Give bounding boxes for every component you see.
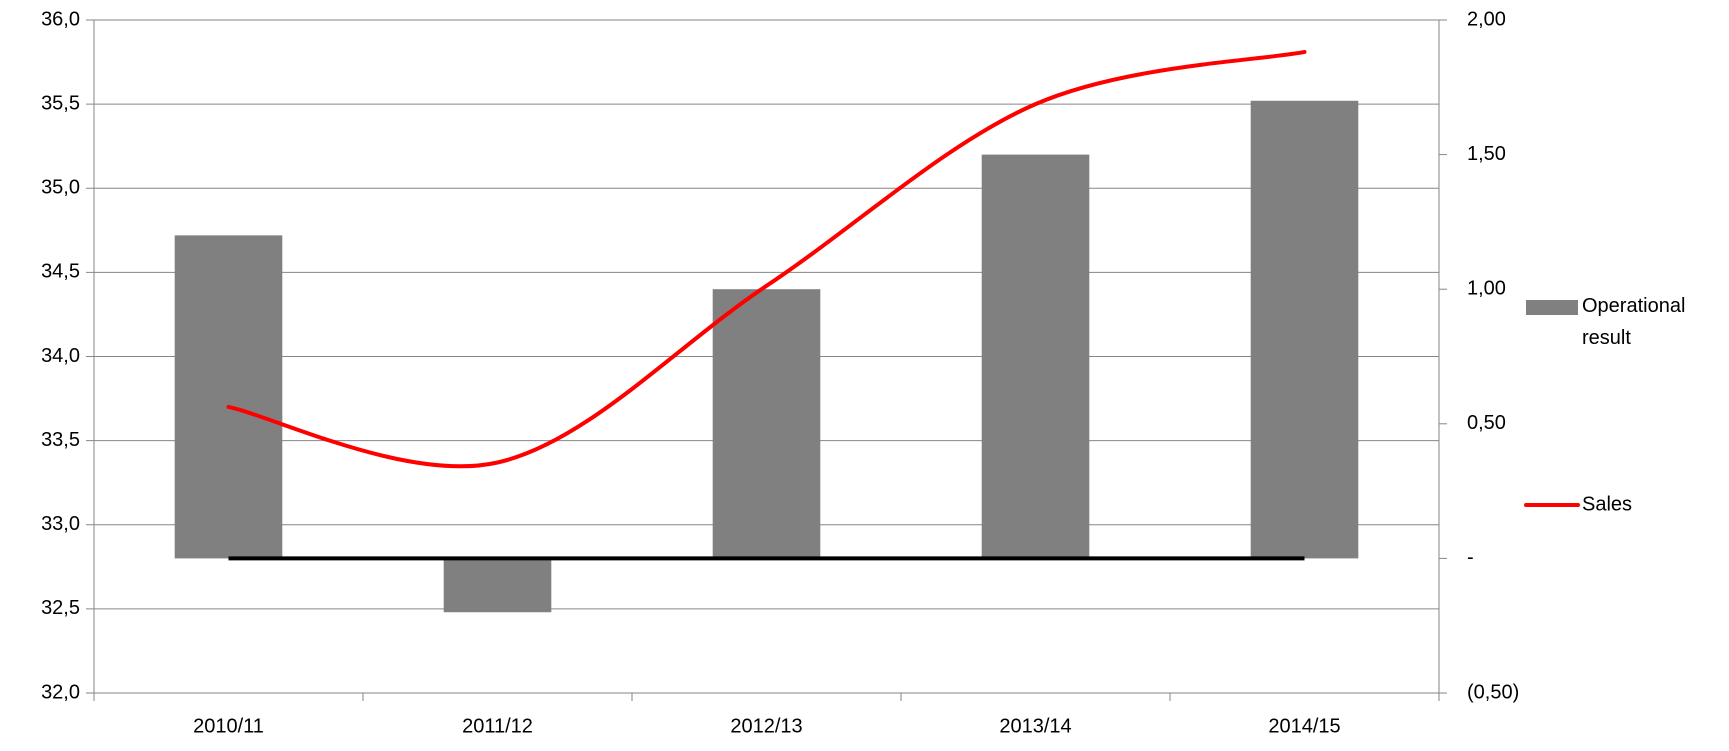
- y2-tick-label: 1,50: [1467, 143, 1506, 165]
- x-tick-label: 2013/14: [999, 715, 1071, 737]
- legend-label: Operational result: [1582, 295, 1686, 349]
- y2-tick-label: 0,50: [1467, 412, 1506, 434]
- y2-tick-label: 2,00: [1467, 8, 1506, 30]
- bar: [712, 289, 821, 559]
- line: [226, 49, 1307, 469]
- x-tick-label: 2014/15: [1268, 715, 1340, 737]
- legend-label: Sales: [1582, 493, 1632, 515]
- x-tick-label: 2012/13: [730, 715, 802, 737]
- bar: [981, 154, 1090, 559]
- y2-tick-label: 1,00: [1467, 277, 1506, 299]
- y-tick-label: 32,0: [41, 681, 80, 703]
- x-tick-label: 2010/11: [193, 715, 264, 737]
- bar: [1250, 100, 1359, 559]
- y-tick-label: 33,0: [41, 513, 80, 535]
- bar: [174, 235, 283, 559]
- x-tick-label: 2011/12: [462, 715, 533, 737]
- y-tick-label: 35,0: [41, 177, 80, 199]
- y-tick-label: 36,0: [41, 8, 80, 30]
- y-tick-label: 33,5: [41, 429, 80, 451]
- y2-tick-label: (0,50): [1467, 681, 1519, 703]
- y2-tick-label: -: [1467, 547, 1474, 569]
- y-tick-label: 34,5: [41, 261, 80, 283]
- y-tick-label: 32,5: [41, 597, 80, 619]
- legend-swatch: [1526, 300, 1578, 315]
- y-tick-label: 34,0: [41, 345, 80, 367]
- y-tick-label: 35,5: [41, 92, 80, 114]
- bar: [443, 558, 552, 613]
